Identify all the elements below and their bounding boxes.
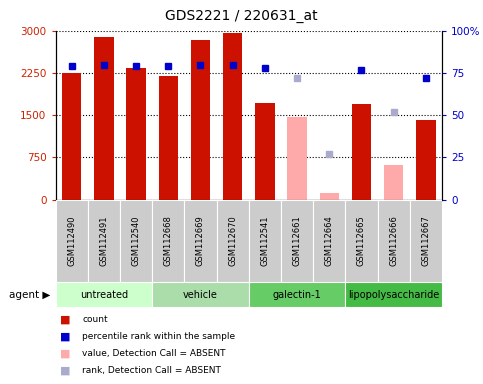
Text: GSM112491: GSM112491 xyxy=(99,216,108,266)
Bar xyxy=(223,33,242,200)
Bar xyxy=(320,194,339,200)
Text: galectin-1: galectin-1 xyxy=(273,290,321,300)
Bar xyxy=(249,200,281,282)
Bar xyxy=(152,282,249,307)
Text: untreated: untreated xyxy=(80,290,128,300)
Bar xyxy=(56,200,88,282)
Text: GDS2221 / 220631_at: GDS2221 / 220631_at xyxy=(165,9,318,23)
Text: GSM112668: GSM112668 xyxy=(164,215,173,266)
Bar xyxy=(120,200,152,282)
Bar xyxy=(416,120,436,200)
Bar xyxy=(191,40,210,200)
Bar xyxy=(216,200,249,282)
Text: ■: ■ xyxy=(60,314,71,324)
Text: GSM112661: GSM112661 xyxy=(293,215,301,266)
Text: vehicle: vehicle xyxy=(183,290,218,300)
Text: rank, Detection Call = ABSENT: rank, Detection Call = ABSENT xyxy=(82,366,221,375)
Text: agent ▶: agent ▶ xyxy=(9,290,51,300)
Text: GSM112664: GSM112664 xyxy=(325,215,334,266)
Text: GSM112665: GSM112665 xyxy=(357,215,366,266)
Text: count: count xyxy=(82,315,108,324)
Text: GSM112490: GSM112490 xyxy=(67,216,76,266)
Bar xyxy=(378,200,410,282)
Text: GSM112667: GSM112667 xyxy=(421,215,430,266)
Bar xyxy=(345,200,378,282)
Bar xyxy=(345,282,442,307)
Bar xyxy=(352,104,371,200)
Bar xyxy=(127,68,146,200)
Text: GSM112666: GSM112666 xyxy=(389,215,398,266)
Bar xyxy=(185,200,216,282)
Text: GSM112541: GSM112541 xyxy=(260,216,270,266)
Bar xyxy=(62,73,81,200)
Bar xyxy=(287,118,307,200)
Text: ■: ■ xyxy=(60,366,71,376)
Bar xyxy=(249,282,345,307)
Text: ■: ■ xyxy=(60,349,71,359)
Bar xyxy=(88,200,120,282)
Text: percentile rank within the sample: percentile rank within the sample xyxy=(82,332,235,341)
Bar xyxy=(152,200,185,282)
Bar xyxy=(313,200,345,282)
Bar xyxy=(384,165,403,200)
Text: lipopolysaccharide: lipopolysaccharide xyxy=(348,290,439,300)
Bar xyxy=(255,103,274,200)
Bar xyxy=(56,282,152,307)
Text: GSM112669: GSM112669 xyxy=(196,215,205,266)
Bar xyxy=(158,76,178,200)
Bar xyxy=(94,38,114,200)
Text: ■: ■ xyxy=(60,332,71,342)
Bar xyxy=(281,200,313,282)
Text: GSM112670: GSM112670 xyxy=(228,215,237,266)
Text: value, Detection Call = ABSENT: value, Detection Call = ABSENT xyxy=(82,349,226,358)
Bar xyxy=(410,200,442,282)
Text: GSM112540: GSM112540 xyxy=(131,216,141,266)
